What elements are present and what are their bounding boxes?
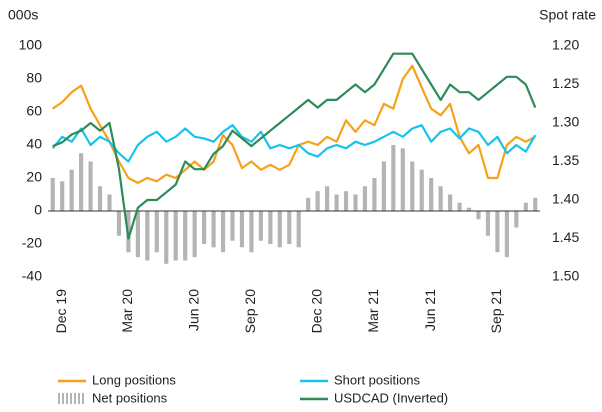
bar [135, 211, 140, 258]
y2-tick-label: 1.20 [552, 37, 579, 53]
x-tick-label: Mar 20 [119, 289, 135, 333]
bar [429, 178, 434, 211]
x-tick-label: Mar 21 [365, 289, 381, 333]
series-line [52, 52, 537, 240]
y-tick-label: 80 [26, 70, 42, 86]
bar [230, 211, 235, 241]
bar [315, 191, 320, 211]
bar [79, 153, 84, 211]
legend-swatch [66, 393, 68, 404]
legend-swatch [70, 393, 72, 404]
bar [306, 197, 311, 211]
y2-tick-label: 1.30 [552, 114, 579, 130]
bar [173, 211, 178, 261]
bar [353, 194, 358, 211]
y-tick-label: -40 [22, 268, 42, 284]
y-tick-label: 0 [34, 202, 42, 218]
bar [287, 211, 292, 244]
bar [211, 211, 216, 248]
x-tick-label: Dec 19 [53, 289, 69, 334]
bar [145, 211, 150, 261]
legend-swatch [74, 393, 76, 404]
bar [220, 211, 226, 253]
y2-tick-label: 1.25 [552, 75, 579, 91]
bar [164, 211, 169, 264]
legend-label: Net positions [92, 390, 168, 405]
y2-tick-label: 1.40 [552, 191, 579, 207]
bar [485, 211, 491, 236]
y-tick-label: -20 [22, 235, 42, 251]
legend-swatch [62, 393, 64, 404]
bar [410, 161, 415, 211]
bar [343, 191, 349, 211]
bar [381, 161, 386, 211]
bar [514, 211, 519, 228]
y2-tick-label: 1.45 [552, 229, 579, 245]
bar [457, 202, 462, 211]
bar [438, 186, 443, 211]
bar [476, 211, 481, 220]
y-tick-label: 40 [26, 136, 42, 152]
bar [239, 211, 245, 248]
bar [419, 169, 424, 211]
legend-label: Long positions [92, 372, 176, 387]
bar [448, 194, 453, 211]
legend-swatch [78, 393, 80, 404]
bar [69, 169, 74, 211]
bar [523, 202, 528, 211]
y-tick-label: 20 [26, 169, 42, 185]
bar [400, 148, 405, 211]
y2-tick-label: 1.50 [552, 268, 579, 284]
bar [249, 211, 254, 253]
series-line [52, 64, 536, 184]
bar [192, 211, 197, 258]
y-tick-label: 60 [26, 103, 42, 119]
y-axis-label: 000s [8, 7, 38, 23]
bar [107, 194, 112, 211]
x-tick-label: Sep 20 [242, 289, 258, 334]
bar [334, 194, 339, 211]
bar [325, 186, 330, 211]
bar [362, 186, 368, 211]
x-tick-label: Jun 20 [185, 289, 201, 331]
y2-tick-label: 1.35 [552, 152, 579, 168]
bar [495, 211, 500, 253]
legend-label: Short positions [334, 372, 420, 387]
x-tick-label: Sep 21 [488, 289, 504, 334]
bar [202, 211, 207, 244]
bar [258, 211, 263, 241]
bar [533, 197, 538, 211]
legend-swatch [82, 393, 84, 404]
bar [372, 178, 377, 211]
bar [97, 186, 103, 211]
x-tick-label: Jun 21 [422, 289, 438, 331]
bar [154, 211, 159, 253]
bar [60, 181, 65, 211]
bar [88, 161, 93, 211]
bar [296, 211, 301, 248]
legend-swatch [58, 393, 60, 404]
y2-axis-label: Spot rate [539, 7, 596, 23]
bar [116, 211, 122, 236]
legend-label: USDCAD (Inverted) [334, 390, 448, 405]
bar [268, 211, 273, 244]
y-tick-label: 100 [19, 37, 43, 53]
bar [50, 178, 55, 211]
bar [504, 211, 509, 258]
bar [277, 211, 282, 248]
bar [183, 211, 188, 261]
bar [466, 207, 472, 211]
x-tick-label: Dec 20 [308, 289, 324, 334]
bar [391, 145, 396, 211]
series-line [51, 124, 537, 163]
